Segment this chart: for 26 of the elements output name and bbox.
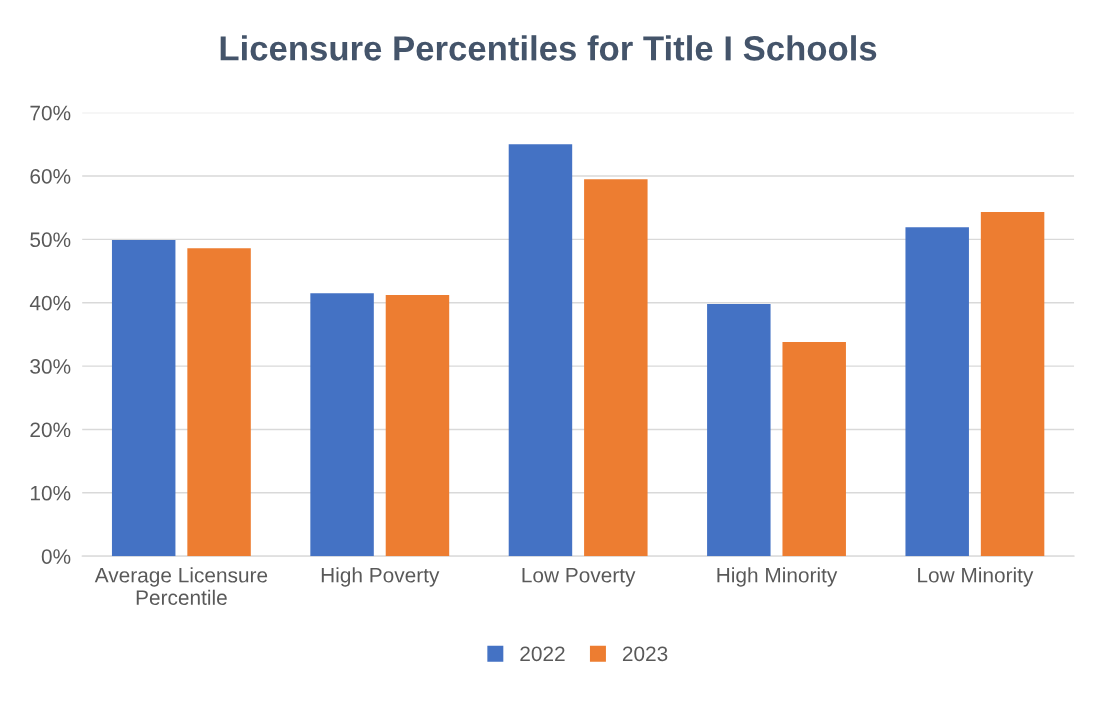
y-tick-label: 10% bbox=[30, 485, 71, 501]
y-tick-label: 50% bbox=[30, 232, 71, 248]
bar bbox=[508, 144, 573, 557]
x-tick-label: Average Licensure Percentile bbox=[94, 567, 268, 606]
bar bbox=[111, 239, 176, 557]
bar bbox=[980, 212, 1045, 557]
y-tick-label: 0% bbox=[41, 549, 71, 564]
y-tick-label: 30% bbox=[30, 359, 71, 374]
legend-label: 2022 bbox=[520, 646, 565, 662]
bar bbox=[782, 342, 846, 557]
legend-label: 2023 bbox=[622, 646, 668, 662]
y-tick-label: 60% bbox=[30, 169, 71, 184]
bar bbox=[385, 295, 450, 557]
bar bbox=[707, 303, 771, 557]
y-tick-label: 40% bbox=[29, 295, 71, 311]
bar bbox=[310, 293, 374, 557]
x-tick-label: Low Minority bbox=[918, 567, 1034, 587]
bar bbox=[584, 179, 648, 557]
x-tick-label: High Poverty bbox=[321, 567, 440, 587]
x-tick-label: Low Poverty bbox=[522, 568, 636, 587]
x-tick-label: High Minority bbox=[717, 567, 838, 587]
chart-title: Licensure Percentiles for Title I Schools bbox=[220, 35, 877, 61]
y-tick-label: 70% bbox=[30, 105, 71, 121]
bar bbox=[905, 227, 969, 557]
y-tick-label: 20% bbox=[30, 422, 71, 438]
bar bbox=[187, 248, 251, 557]
